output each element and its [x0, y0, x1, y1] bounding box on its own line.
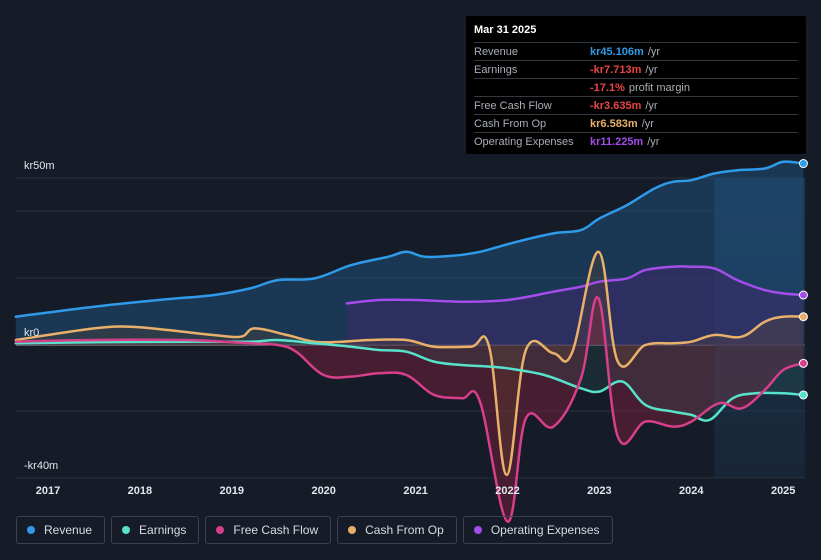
legend-item-free-cash-flow[interactable]: Free Cash Flow: [205, 516, 332, 544]
tooltip-row-unit: /yr: [645, 99, 658, 112]
tooltip-row: Earnings -kr7.713m/yr: [474, 60, 798, 78]
y-label-zero: kr0: [24, 327, 40, 339]
tooltip-row-unit: profit margin: [628, 81, 690, 94]
cash-from-op-line: [14, 250, 805, 477]
tooltip-panel: Mar 31 2025 Revenue kr45.106m/yr Earnings -…: [466, 16, 806, 154]
tooltip-row: Revenue kr45.106m/yr: [474, 42, 798, 60]
series-end-dots: [798, 159, 808, 400]
tooltip-row: Free Cash Flow -kr3.635m/yr: [474, 96, 798, 114]
x-tick-2021: 2021: [403, 485, 428, 497]
legend-dot-icon: [122, 526, 131, 534]
cash-from-op-area: [15, 251, 804, 475]
tooltip-row-value: kr45.106m: [590, 45, 644, 58]
operating-expenses-end-point: [798, 290, 808, 300]
tooltip-row: -17.1% profit margin: [474, 78, 798, 96]
legend-label: Earnings: [139, 523, 187, 537]
tooltip-row-value: kr6.583m: [590, 117, 638, 130]
free-cash-flow-line: [14, 296, 805, 523]
x-tick-2017: 2017: [35, 485, 61, 497]
y-label-top: kr50m: [24, 160, 55, 172]
legend-item-earnings[interactable]: Earnings: [111, 516, 200, 544]
tooltip-row-value: -17.1%: [590, 81, 625, 94]
legend-dot-icon: [27, 526, 35, 534]
tooltip-row-label: Free Cash Flow: [474, 99, 552, 112]
series-lines: [14, 160, 805, 523]
legend-dot-icon: [216, 526, 225, 534]
legend-dot-icon: [348, 526, 357, 534]
operating-expenses-line: [345, 265, 805, 305]
x-tick-2025: 2025: [770, 485, 796, 497]
earnings-end-point: [798, 390, 808, 400]
revenue-line: [14, 160, 805, 318]
tooltip-row-unit: /yr: [641, 117, 654, 130]
legend-item-revenue[interactable]: Revenue: [16, 516, 106, 544]
legend: Revenue Earnings Free Cash Flow Cash From O…: [16, 516, 613, 544]
tooltip-row-label: Revenue: [474, 45, 519, 58]
earnings-line: [14, 338, 805, 422]
tooltip-row-value: -kr3.635m: [590, 99, 642, 112]
tooltip-row: Cash From Op kr6.583m/yr: [474, 114, 798, 132]
legend-dot-icon: [473, 526, 482, 534]
x-tick-2018: 2018: [127, 485, 153, 497]
tooltip-row: Operating Expenses kr11.225m/yr: [474, 132, 798, 150]
tooltip-row-value: kr11.225m: [590, 135, 644, 148]
x-tick-2020: 2020: [311, 485, 336, 497]
legend-label: Revenue: [44, 523, 93, 537]
legend-item-cash-from-op[interactable]: Cash From Op: [337, 516, 457, 544]
tooltip-row-value: -kr7.713m: [590, 63, 642, 76]
tooltip-row-unit: /yr: [645, 63, 658, 76]
y-label-bottom: -kr40m: [24, 460, 59, 472]
legend-label: Cash From Op: [365, 523, 444, 537]
legend-label: Operating Expenses: [490, 523, 600, 537]
x-tick-2022: 2022: [495, 485, 520, 497]
x-tick-2023: 2023: [587, 485, 612, 497]
tooltip-row-unit: /yr: [647, 135, 660, 148]
tooltip-row-label: Cash From Op: [474, 117, 547, 130]
tooltip-row-unit: /yr: [647, 45, 661, 58]
x-tick-2024: 2024: [679, 485, 704, 497]
tooltip-row-label: Earnings: [474, 63, 518, 76]
legend-item-operating-expenses[interactable]: Operating Expenses: [462, 516, 613, 544]
revenue-end-point: [798, 159, 808, 169]
cash-from-op-end-point: [798, 312, 808, 322]
x-tick-2019: 2019: [219, 485, 245, 497]
tooltip-row-label: Operating Expenses: [474, 135, 574, 148]
free-cash-flow-end-point: [798, 358, 808, 368]
tooltip-date: Mar 31 2025: [474, 24, 537, 36]
operating-expenses-area: [346, 266, 804, 345]
legend-label: Free Cash Flow: [233, 523, 319, 537]
